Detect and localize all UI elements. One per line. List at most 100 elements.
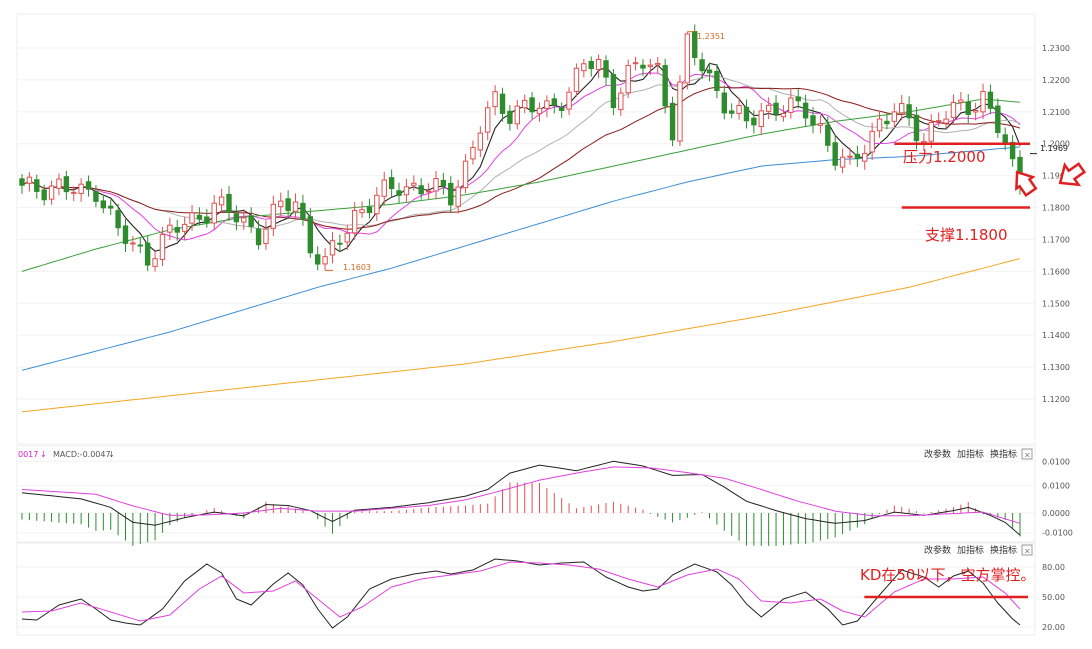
price-tick-label: 1.2200 <box>1042 76 1070 85</box>
candle-up <box>736 105 742 114</box>
candle-down <box>529 97 535 113</box>
candle-down <box>137 244 143 247</box>
macd-tick-label: 0.0100 <box>1042 482 1070 491</box>
candle-up <box>433 178 439 192</box>
candle-up <box>425 190 432 193</box>
macd-header-prefix: 0017 <box>18 450 38 459</box>
candle-down <box>995 105 1001 133</box>
candle-down <box>1009 141 1016 160</box>
candle-up <box>958 99 964 103</box>
kd-close-icon[interactable]: × <box>1024 547 1031 556</box>
candle-up <box>928 122 934 142</box>
macd-tick-label: -0.0100 <box>1042 529 1073 538</box>
candle-down <box>795 96 801 102</box>
candle-up <box>218 196 225 206</box>
kd-switch-indicator-button[interactable]: 换指标 <box>990 544 1017 556</box>
candle-down <box>714 70 720 91</box>
price-tick-label: 1.2100 <box>1042 108 1070 117</box>
candle-up <box>403 186 410 196</box>
price-moving-averages <box>21 62 1021 413</box>
candle-down <box>810 115 816 126</box>
candle-up <box>876 118 883 132</box>
candle-up <box>181 223 188 232</box>
macd-edit-params-button[interactable]: 改参数 <box>924 448 951 460</box>
kd-tick-label: 50.00 <box>1042 593 1065 602</box>
candle-up <box>485 107 491 133</box>
candle-down <box>108 205 114 209</box>
macd-switch-indicator-button[interactable]: 换指标 <box>990 448 1017 460</box>
candle-down <box>255 228 262 246</box>
candle-up <box>780 113 787 118</box>
series-ma30-line <box>21 86 1021 230</box>
candlesticks <box>19 24 1023 272</box>
kd-tick-label: 80.00 <box>1042 563 1065 572</box>
resistance-label: 压力1.2000 <box>903 148 986 166</box>
kd-panel <box>16 542 1036 636</box>
candle-down <box>669 102 676 141</box>
candle-up <box>521 99 528 109</box>
last-price-label: 1.1969 <box>1040 144 1068 153</box>
candle-up <box>470 147 476 160</box>
candle-up <box>48 185 55 200</box>
macd-series <box>21 460 1021 546</box>
annotations <box>325 31 1037 599</box>
candle-down <box>588 60 594 70</box>
candle-down <box>699 59 705 72</box>
candle-down <box>307 216 314 254</box>
down-arrow-icon <box>1015 170 1038 198</box>
series-ma10-line <box>21 72 1021 241</box>
candle-down <box>226 193 232 213</box>
series-ma250-line <box>21 258 1021 413</box>
price-tick-label: 1.2300 <box>1042 44 1070 53</box>
candle-down <box>93 190 99 202</box>
kd-close-button[interactable] <box>1021 544 1033 556</box>
kd-edit-params-button[interactable]: 改参数 <box>924 544 951 556</box>
candle-up <box>56 178 62 189</box>
candle-up <box>618 92 624 111</box>
macd-add-indicator-button[interactable]: 加指标 <box>957 448 984 460</box>
candle-up <box>477 132 484 151</box>
support-label: 支撑1.1800 <box>925 226 1008 244</box>
candle-up <box>514 105 521 125</box>
candle-down <box>19 178 25 186</box>
candle-down <box>773 102 779 115</box>
high-label: 1.2351 <box>697 32 725 41</box>
candle-down <box>603 60 609 78</box>
price-tick-label: 1.1600 <box>1042 267 1070 276</box>
kd-tick-label: 20.00 <box>1042 623 1065 632</box>
candle-down <box>854 153 861 160</box>
candle-down <box>196 214 203 220</box>
candle-up <box>381 179 387 197</box>
candle-down <box>558 107 565 111</box>
candle-up <box>647 64 654 67</box>
candle-down <box>440 179 447 187</box>
candle-up <box>899 103 905 114</box>
price-tick-label: 1.2000 <box>1042 140 1070 149</box>
candle-up <box>684 33 691 84</box>
candle-down <box>315 254 321 265</box>
kd-series <box>21 558 1021 629</box>
candle-up <box>839 156 846 168</box>
candle-down <box>610 74 617 109</box>
candle-up <box>758 110 764 127</box>
macd-close-icon[interactable]: × <box>1024 451 1031 460</box>
candle-down <box>448 182 454 206</box>
kd-add-indicator-button[interactable]: 加指标 <box>957 544 984 556</box>
candle-up <box>972 110 979 113</box>
candle-up <box>492 91 498 108</box>
candle-up <box>167 224 173 233</box>
candle-down <box>802 102 809 119</box>
candle-up <box>270 203 277 229</box>
candle-down <box>499 93 506 114</box>
grid-lines <box>17 47 1035 628</box>
candle-up <box>891 111 898 122</box>
candle-up <box>344 232 350 243</box>
macd-close-button[interactable] <box>1021 448 1033 460</box>
kd-note: KD在50以下，空方掌控。 <box>860 566 1035 584</box>
candle-up <box>980 90 986 113</box>
candle-down <box>285 198 291 212</box>
candle-up <box>455 186 461 207</box>
candle-up <box>351 209 358 234</box>
candle-down <box>204 216 210 224</box>
